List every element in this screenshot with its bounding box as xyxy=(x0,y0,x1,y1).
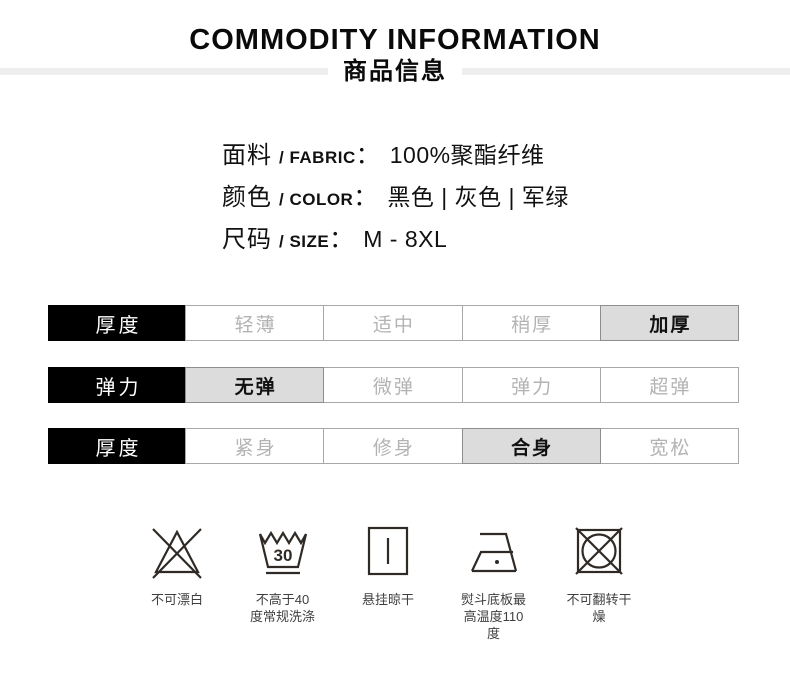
attribute-row-label: 厚度 xyxy=(48,305,186,341)
care-instructions: 不可漂白 30 不高于40 度常规洗涤 悬挂晾干 xyxy=(127,521,649,642)
attribute-option: 适中 xyxy=(323,305,463,341)
fabric-colon: ： xyxy=(355,142,380,169)
color-colon: ： xyxy=(353,184,378,211)
fabric-value: 100%聚酯纤维 xyxy=(389,142,545,168)
wash-temp-number: 30 xyxy=(273,546,292,565)
no-tumble-dry-icon xyxy=(575,527,623,575)
attribute-row-elasticity: 弹力 无弹 微弹 弹力 超弹 xyxy=(48,367,739,403)
wash-max-30-icon: 30 xyxy=(258,530,307,575)
care-label: 不可翻转干 燥 xyxy=(566,592,632,624)
attribute-option: 微弹 xyxy=(323,367,463,403)
attribute-option: 轻薄 xyxy=(185,305,325,341)
attribute-option: 宽松 xyxy=(599,428,739,464)
attribute-option-selected: 无弹 xyxy=(185,367,325,403)
attribute-option: 弹力 xyxy=(461,367,601,403)
care-label: 不可漂白 xyxy=(150,592,203,607)
attribute-row-thickness: 厚度 轻薄 适中 稍厚 加厚 xyxy=(48,305,739,341)
care-item-hang-dry: 悬挂晾干 xyxy=(338,521,438,642)
attribute-option: 紧身 xyxy=(185,428,325,464)
care-label: 熨斗底板最 高温度110 度 xyxy=(460,592,526,641)
spec-details: 面料 / FABRIC ： 100%聚酯纤维 颜色 / COLOR ： 黑色 |… xyxy=(222,134,569,260)
attribute-option-selected: 加厚 xyxy=(599,305,739,341)
size-spec-row: 尺码 / SIZE ： M - 8XL xyxy=(222,218,569,260)
size-value: M - 8XL xyxy=(363,226,448,252)
iron-icon xyxy=(470,532,517,573)
attribute-option-selected: 合身 xyxy=(461,428,601,464)
subtitle-wrap: 商品信息 xyxy=(0,57,790,87)
care-item-iron: 熨斗底板最 高温度110 度 xyxy=(444,521,544,642)
care-label: 不高于40 度常规洗涤 xyxy=(249,592,315,624)
attribute-row-label: 弹力 xyxy=(48,367,186,403)
color-spec-row: 颜色 / COLOR ： 黑色 | 灰色 | 军绿 xyxy=(222,176,569,218)
color-label-en: / COLOR xyxy=(279,190,354,209)
care-label: 悬挂晾干 xyxy=(361,592,414,607)
hang-dry-icon xyxy=(367,526,409,576)
attribute-row-label: 厚度 xyxy=(48,428,186,464)
page-subtitle: 商品信息 xyxy=(328,57,462,87)
attribute-option: 稍厚 xyxy=(461,305,601,341)
size-label-zh: 尺码 xyxy=(222,226,272,253)
size-colon: ： xyxy=(329,226,354,253)
no-bleach-icon xyxy=(152,528,202,579)
attribute-option: 超弹 xyxy=(599,367,739,403)
attribute-row-fit: 厚度 紧身 修身 合身 宽松 xyxy=(48,428,739,464)
size-label-en: / SIZE xyxy=(279,232,330,251)
color-value: 黑色 | 灰色 | 军绿 xyxy=(387,184,569,210)
fabric-label-en: / FABRIC xyxy=(279,148,356,167)
care-item-no-bleach: 不可漂白 xyxy=(127,521,227,642)
fabric-spec-row: 面料 / FABRIC ： 100%聚酯纤维 xyxy=(222,134,569,176)
care-item-no-tumble-dry: 不可翻转干 燥 xyxy=(549,521,649,642)
color-label-zh: 颜色 xyxy=(222,184,272,211)
care-item-wash-30: 30 不高于40 度常规洗涤 xyxy=(233,521,333,642)
page-title: COMMODITY INFORMATION xyxy=(189,24,601,56)
attribute-option: 修身 xyxy=(323,428,463,464)
fabric-label-zh: 面料 xyxy=(222,142,272,169)
